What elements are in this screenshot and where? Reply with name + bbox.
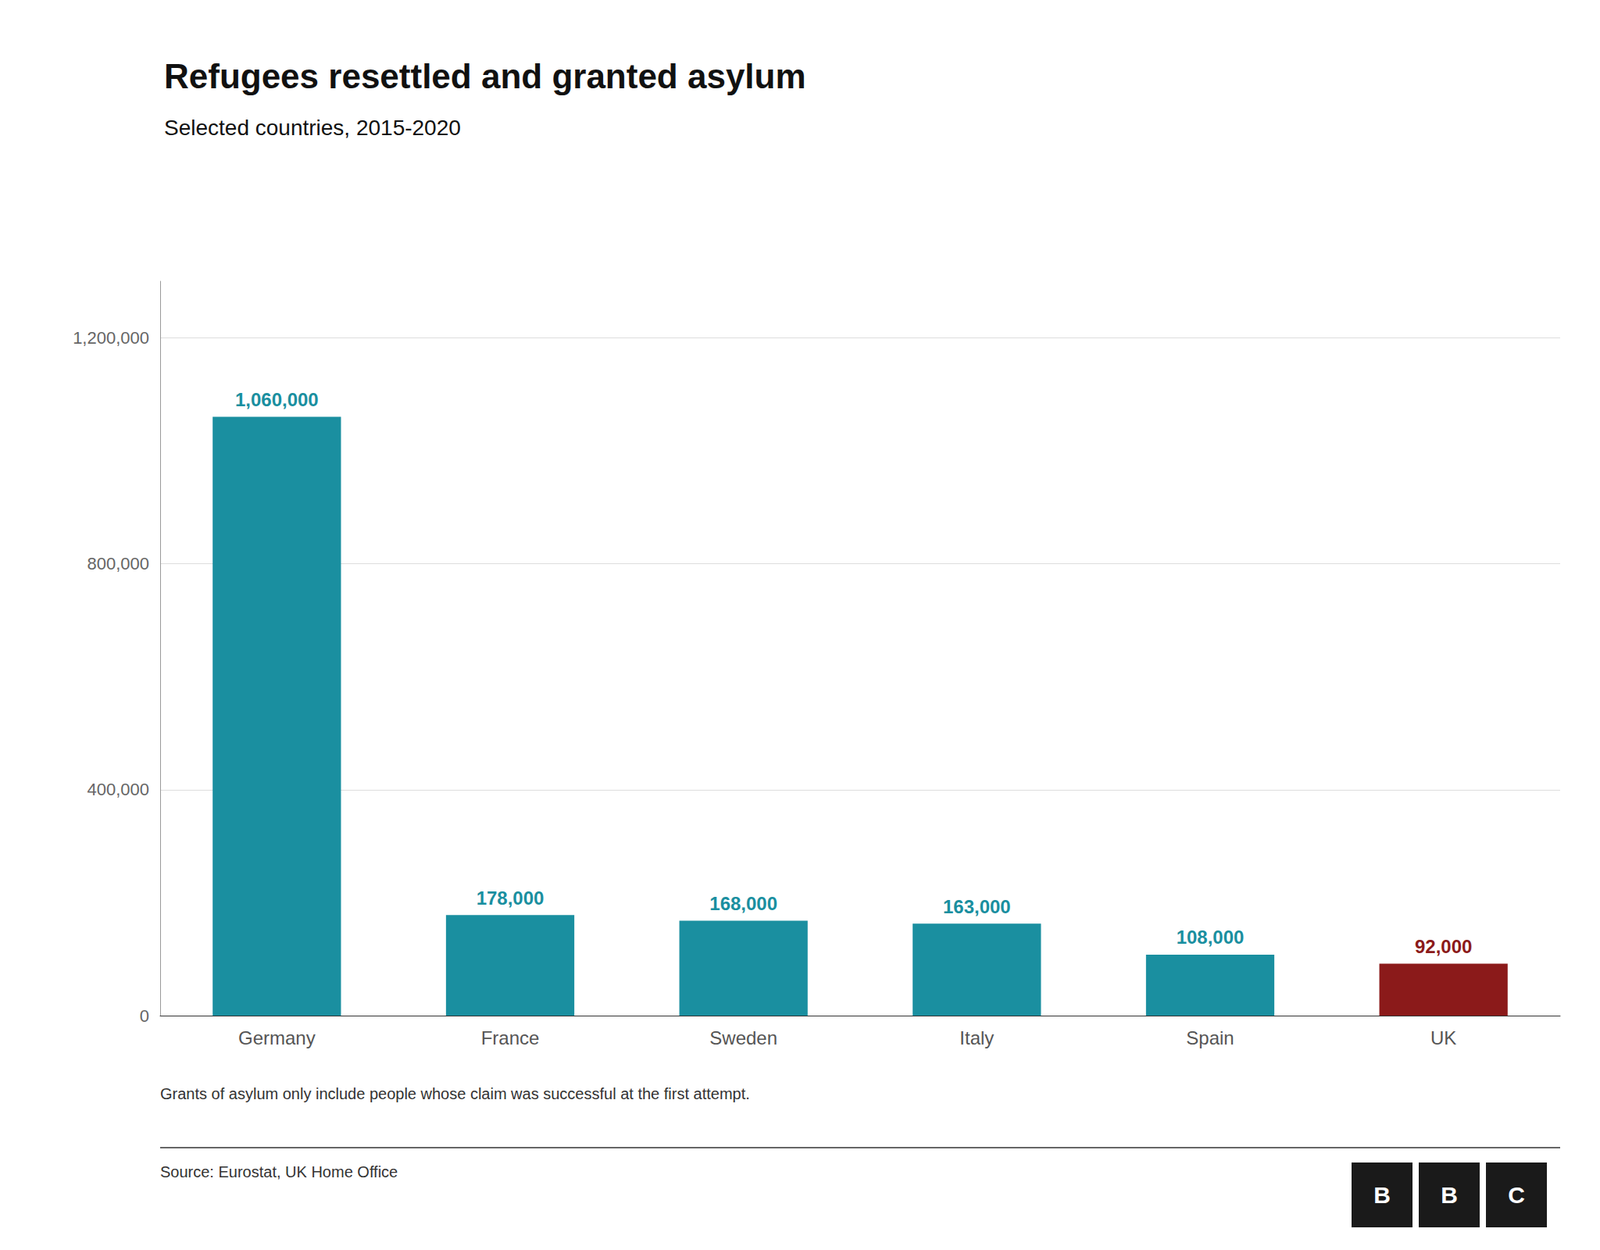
svg-text:Source: Eurostat, UK Home Offi: Source: Eurostat, UK Home Office (160, 1163, 398, 1181)
svg-text:Grants of asylum only include: Grants of asylum only include people who… (160, 1085, 750, 1103)
svg-text:Refugees resettled and granted: Refugees resettled and granted asylum (164, 57, 807, 96)
svg-text:C: C (1507, 1182, 1525, 1208)
svg-text:UK: UK (1430, 1027, 1457, 1049)
svg-text:Spain: Spain (1185, 1027, 1234, 1049)
svg-text:Germany: Germany (238, 1027, 316, 1049)
svg-text:B: B (1440, 1182, 1458, 1208)
svg-text:Sweden: Sweden (709, 1027, 778, 1049)
svg-text:Selected countries, 2015-2020: Selected countries, 2015-2020 (164, 115, 461, 140)
svg-text:Italy: Italy (959, 1027, 994, 1049)
svg-text:1,200,000: 1,200,000 (72, 328, 150, 348)
svg-text:108,000: 108,000 (1176, 926, 1245, 948)
svg-text:400,000: 400,000 (86, 779, 150, 800)
svg-text:B: B (1373, 1182, 1391, 1208)
svg-text:0: 0 (139, 1006, 150, 1026)
svg-text:168,000: 168,000 (709, 892, 778, 915)
svg-text:1,060,000: 1,060,000 (235, 389, 319, 411)
svg-text:92,000: 92,000 (1414, 935, 1472, 958)
svg-text:163,000: 163,000 (942, 896, 1011, 918)
svg-text:800,000: 800,000 (86, 553, 150, 574)
svg-text:France: France (481, 1027, 540, 1049)
svg-text:178,000: 178,000 (476, 887, 545, 909)
